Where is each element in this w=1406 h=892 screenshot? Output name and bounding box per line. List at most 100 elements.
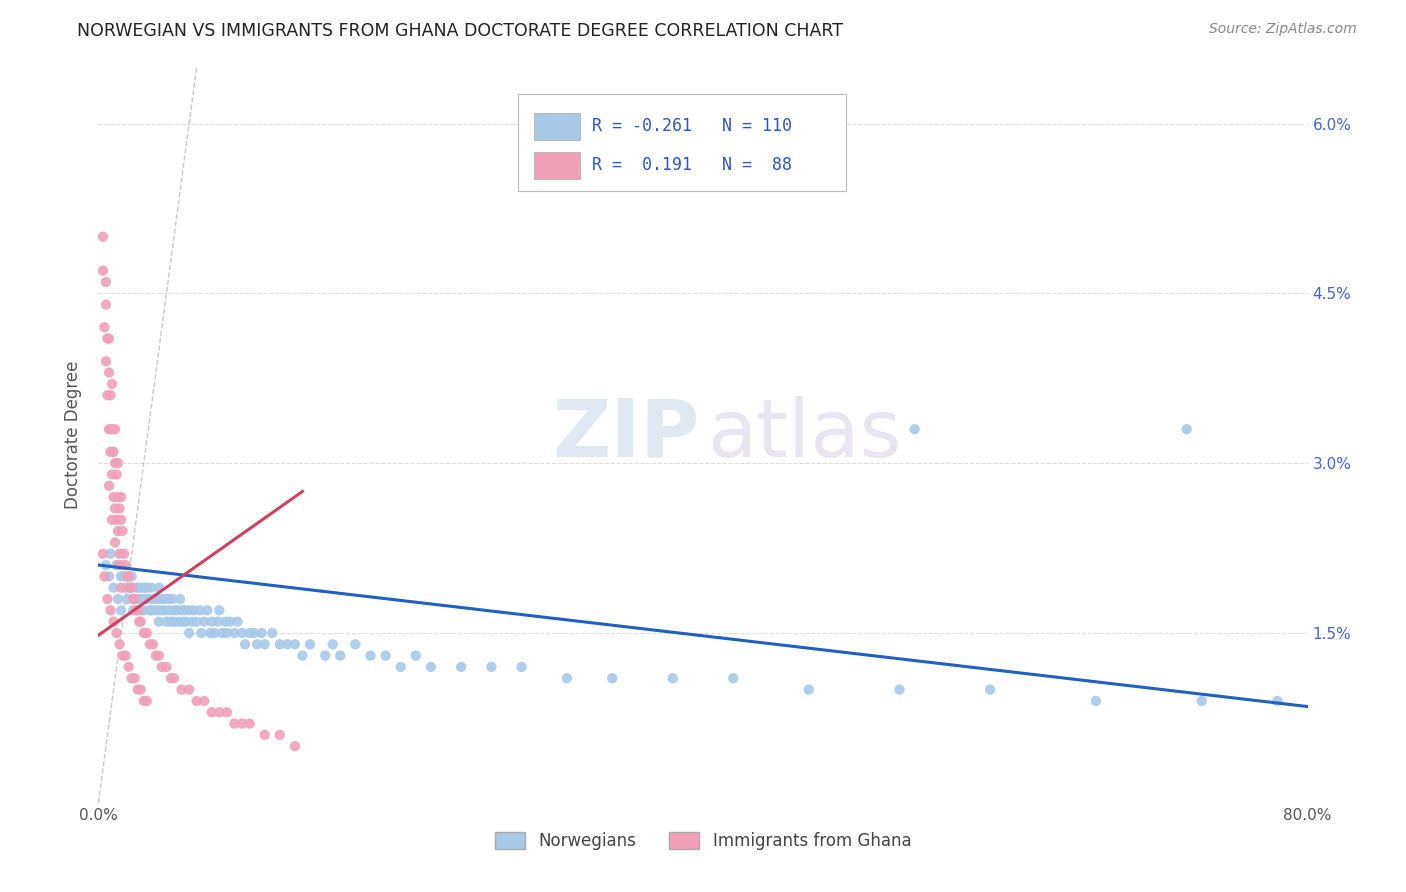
Point [128, 615, 150, 629]
Text: atlas: atlas [707, 396, 901, 474]
Point [181, 615, 204, 629]
Point [146, 603, 169, 617]
Point [105, 513, 128, 527]
Point [104, 422, 127, 436]
Point [156, 592, 179, 607]
Point [169, 592, 191, 607]
Point [104, 501, 127, 516]
Point [1085, 694, 1108, 708]
Point [111, 648, 134, 663]
Point [135, 694, 157, 708]
Point [118, 660, 141, 674]
Point [125, 603, 148, 617]
Point [124, 671, 146, 685]
Point [150, 603, 173, 617]
Point [108, 637, 131, 651]
Point [101, 422, 124, 436]
Point [322, 637, 344, 651]
Point [195, 603, 218, 617]
Point [121, 569, 143, 583]
Point [114, 581, 136, 595]
Point [129, 581, 152, 595]
Point [148, 581, 170, 595]
FancyBboxPatch shape [517, 95, 845, 191]
Point [420, 660, 443, 674]
Point [127, 603, 149, 617]
Point [226, 615, 249, 629]
Point [159, 603, 181, 617]
Point [208, 705, 231, 719]
Text: Source: ZipAtlas.com: Source: ZipAtlas.com [1209, 22, 1357, 37]
Point [405, 648, 427, 663]
Point [115, 569, 138, 583]
Point [150, 660, 173, 674]
Point [201, 615, 224, 629]
Point [1267, 694, 1289, 708]
Point [107, 592, 129, 607]
Point [155, 615, 177, 629]
Point [291, 648, 314, 663]
Point [103, 445, 125, 459]
Point [262, 626, 284, 640]
Point [149, 592, 172, 607]
Point [135, 581, 157, 595]
Point [112, 569, 135, 583]
Text: R =  0.191   N =  88: R = 0.191 N = 88 [592, 156, 792, 174]
Point [110, 569, 132, 583]
Point [91, 263, 114, 277]
Point [110, 558, 132, 572]
Point [132, 626, 155, 640]
Point [389, 660, 412, 674]
Point [250, 626, 273, 640]
Point [193, 694, 215, 708]
Point [139, 603, 162, 617]
Point [148, 615, 170, 629]
Point [127, 682, 149, 697]
Point [231, 716, 253, 731]
Point [163, 615, 186, 629]
Point [284, 739, 307, 754]
Point [129, 603, 152, 617]
Point [162, 592, 184, 607]
Point [211, 626, 233, 640]
Point [105, 558, 128, 572]
Point [174, 615, 197, 629]
Point [204, 626, 226, 640]
Point [828, 151, 851, 165]
Point [231, 626, 253, 640]
Point [186, 694, 208, 708]
Point [105, 467, 128, 482]
Y-axis label: Doctorate Degree: Doctorate Degree [65, 360, 83, 509]
Point [107, 524, 129, 538]
Point [555, 671, 578, 685]
Point [224, 716, 246, 731]
Point [215, 705, 238, 719]
Point [172, 615, 194, 629]
Point [122, 603, 145, 617]
Point [94, 558, 117, 572]
Point [125, 592, 148, 607]
Point [132, 603, 155, 617]
Point [979, 682, 1001, 697]
Point [239, 716, 262, 731]
Point [107, 558, 129, 572]
Point [145, 592, 167, 607]
Point [214, 615, 236, 629]
Point [124, 592, 146, 607]
Point [160, 671, 183, 685]
Point [91, 547, 114, 561]
Point [170, 682, 193, 697]
Point [360, 648, 382, 663]
Point [98, 332, 121, 346]
Point [104, 456, 127, 470]
Point [110, 603, 132, 617]
Point [142, 592, 165, 607]
Point [100, 547, 122, 561]
Point [179, 682, 201, 697]
Point [100, 388, 122, 402]
Point [114, 558, 136, 572]
Point [110, 581, 132, 595]
Point [208, 603, 231, 617]
Point [797, 682, 820, 697]
Point [602, 671, 624, 685]
